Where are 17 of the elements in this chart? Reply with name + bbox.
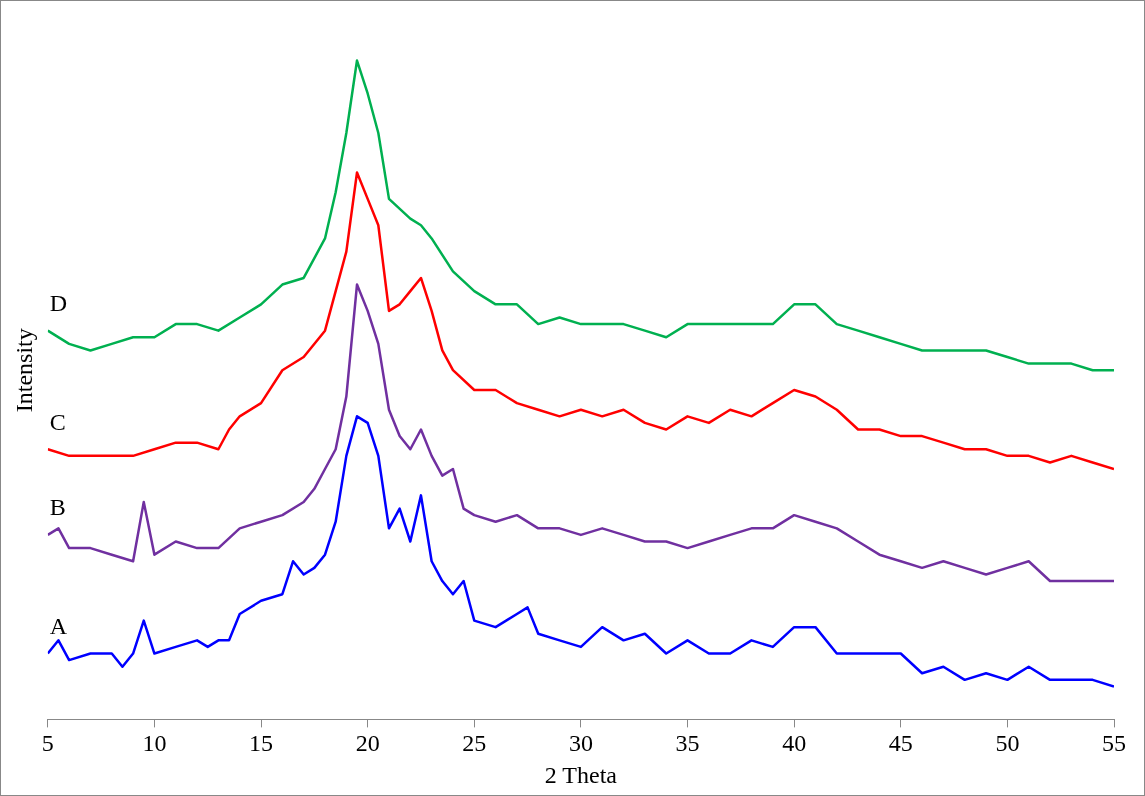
x-tick-label: 25: [462, 730, 487, 757]
x-tick-label: 55: [1102, 730, 1126, 757]
x-tick-label: 40: [782, 730, 807, 757]
x-tick-label: 45: [888, 730, 913, 757]
x-tick-label: 30: [568, 730, 593, 757]
series-label: D: [49, 289, 68, 316]
y-axis-title: Intensity: [10, 328, 37, 413]
x-tick-label: 50: [995, 730, 1020, 757]
x-tick-label: 35: [675, 730, 700, 757]
x-tick-label: 15: [249, 730, 274, 757]
series-label: A: [49, 612, 68, 639]
x-axis-title: 2 Theta: [544, 761, 618, 788]
series-label: C: [49, 408, 66, 435]
x-tick-label: 5: [41, 730, 54, 757]
x-tick-label: 20: [355, 730, 380, 757]
series-label: B: [49, 494, 66, 521]
x-tick-label: 10: [142, 730, 167, 757]
